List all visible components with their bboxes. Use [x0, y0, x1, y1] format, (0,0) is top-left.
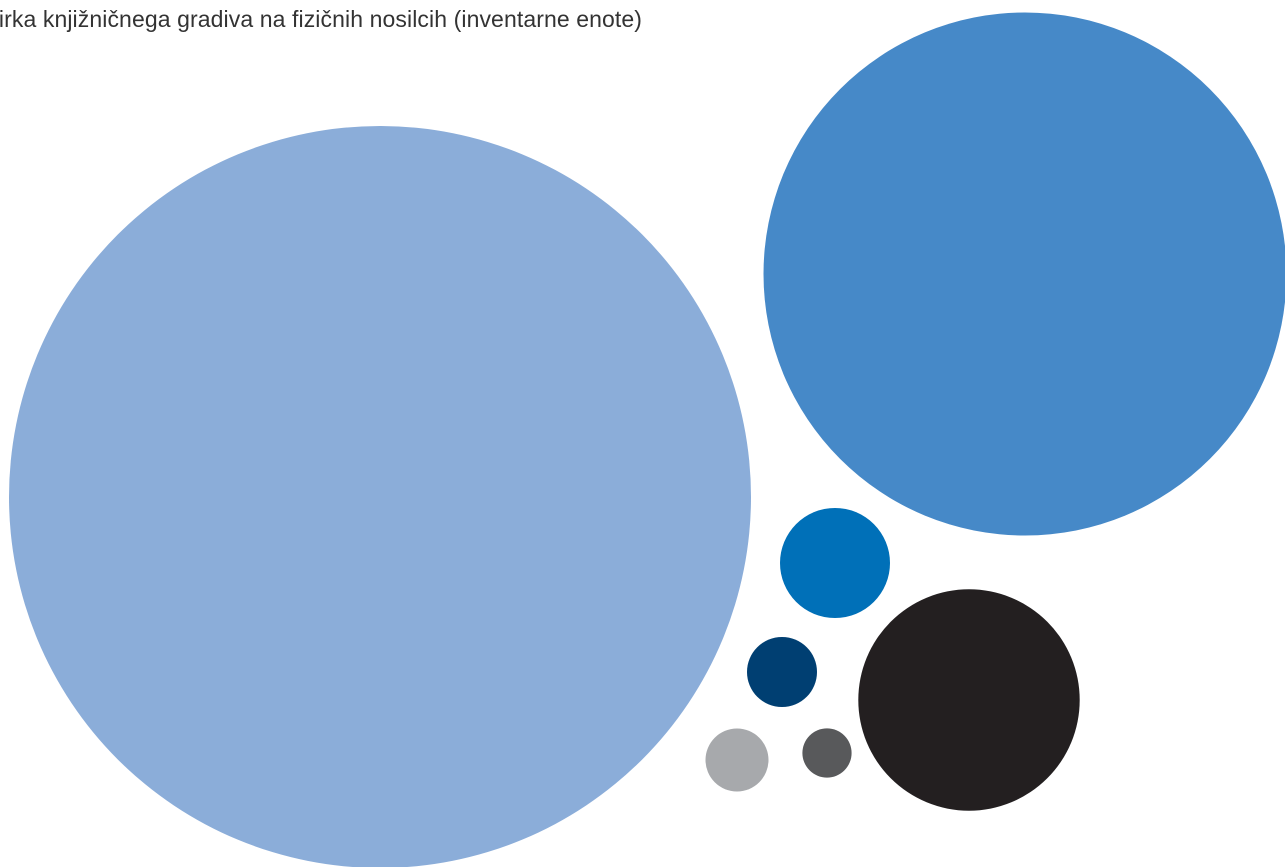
bubble-3 [858, 589, 1080, 811]
bubble-4 [780, 508, 890, 618]
bubble-7 [802, 728, 852, 778]
chart-title: birka knjižničnega gradiva na fizičnih n… [0, 6, 643, 32]
bubble-5 [747, 637, 817, 707]
bubble-6 [705, 728, 769, 792]
bubble-1 [9, 126, 751, 867]
bubble-2 [763, 12, 1285, 536]
